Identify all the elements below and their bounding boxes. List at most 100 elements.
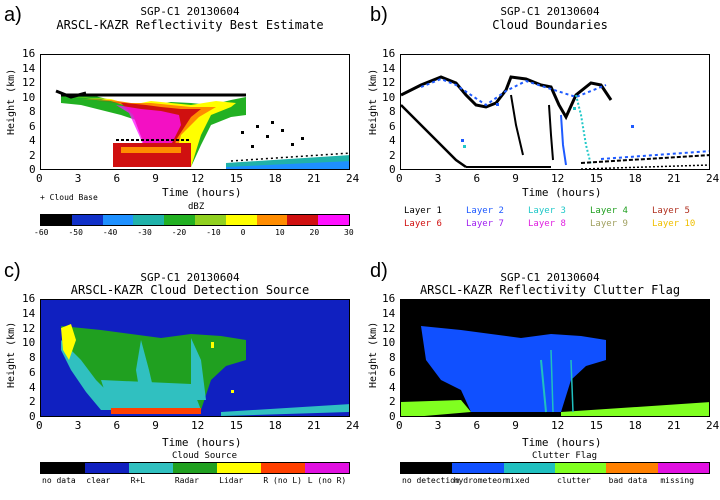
x-tick-label: 12 — [551, 172, 565, 185]
x-tick-label: 21 — [667, 419, 681, 432]
plot-area — [40, 299, 350, 417]
legend-entry: Layer 4 — [590, 206, 628, 216]
colorbar-category: R (no L) — [263, 476, 302, 485]
colorbar-segment — [606, 463, 658, 473]
y-tick-label: 6 — [389, 119, 396, 133]
x-tick-label: 24 — [346, 419, 360, 432]
colorbar-segment — [401, 463, 453, 473]
colorbar-segment — [194, 215, 226, 225]
cloud-source-heatmap — [61, 324, 349, 416]
chart-title: ARSCL-KAZR Cloud Detection Source — [70, 283, 310, 297]
colorbar-category: mixed — [505, 476, 530, 485]
legend-entry: Layer 9 — [590, 219, 628, 229]
y-tick-label: 2 — [389, 395, 396, 409]
x-tick-label: 0 — [396, 419, 403, 432]
colorbar-label: Cloud Source — [172, 451, 238, 461]
colorbar-category: bad data — [608, 476, 648, 485]
colorbar-segment — [41, 463, 85, 473]
x-tick-label: 18 — [268, 172, 282, 185]
y-axis-label: Height (km) — [368, 321, 379, 388]
reflectivity-heatmap — [55, 89, 349, 169]
colorbar — [40, 214, 350, 226]
y-tick-label: 14 — [382, 306, 396, 320]
x-tick-label: 21 — [307, 172, 321, 185]
y-tick-label: 10 — [382, 90, 396, 104]
y-tick-label: 4 — [389, 380, 396, 394]
x-tick-label: 0 — [36, 172, 43, 185]
colorbar-segment — [129, 463, 173, 473]
y-tick-label: 16 — [22, 47, 36, 60]
legend-entry: Layer 3 — [528, 206, 566, 216]
y-tick-label: 16 — [382, 47, 396, 60]
x-axis-label: Time (hours) — [162, 436, 242, 449]
colorbar-label: Clutter Flag — [532, 451, 598, 461]
colorbar-segment — [217, 463, 261, 473]
colorbar-segment — [164, 215, 195, 225]
x-tick-label: 24 — [706, 419, 720, 432]
colorbar-segment — [305, 463, 349, 473]
x-tick-label: 15 — [229, 419, 243, 432]
colorbar-category: L (no R) — [307, 476, 347, 485]
x-tick-label: 18 — [628, 172, 642, 185]
x-tick-label: 15 — [229, 172, 243, 185]
colorbar-tick: -60 — [34, 228, 49, 237]
x-tick-label: 18 — [268, 419, 282, 432]
y-tick-label: 4 — [29, 134, 36, 147]
x-tick-label: 6 — [113, 172, 121, 185]
plot-area — [400, 54, 710, 170]
panel-b: b) SGP-C1 20130604 Cloud Boundaries Heig… — [360, 0, 720, 250]
panel-c: c) SGP-C1 20130604 ARSCL-KAZR Cloud Dete… — [0, 250, 360, 500]
x-tick-label: 3 — [434, 419, 442, 432]
colorbar-tick: -40 — [102, 228, 118, 237]
y-tick-label: 10 — [22, 90, 36, 104]
colorbar-segment — [287, 215, 319, 225]
colorbar-tick: 30 — [344, 228, 354, 237]
colorbar-category: R+L — [130, 476, 146, 485]
colorbar-tick: -30 — [137, 228, 152, 237]
colorbar — [400, 462, 710, 474]
x-tick-label: 15 — [589, 172, 603, 185]
legend-entry: Layer 5 — [652, 206, 690, 216]
y-tick-label: 12 — [382, 76, 396, 89]
colorbar-segment — [173, 463, 217, 473]
site-title: SGP-C1 20130604 — [500, 271, 600, 284]
x-tick-label: 6 — [473, 172, 481, 185]
colorbar-category: clear — [86, 476, 111, 485]
x-tick-label: 3 — [74, 172, 82, 185]
x-axis-label: Time (hours) — [522, 436, 602, 449]
y-tick-label: 10 — [22, 336, 36, 350]
y-axis-label: Height (km) — [6, 321, 17, 388]
plot-area — [400, 299, 710, 417]
x-tick-label: 9 — [152, 172, 159, 185]
legend-entry: Layer 6 — [404, 219, 442, 229]
panel-label: b) — [370, 4, 388, 26]
y-axis-label: Height (km) — [368, 68, 379, 135]
colorbar-category: hydrometeor — [453, 476, 507, 485]
y-tick-label: 14 — [22, 306, 36, 320]
colorbar-category: Radar — [174, 476, 199, 485]
x-tick-label: 18 — [628, 419, 642, 432]
y-tick-label: 14 — [382, 61, 396, 75]
panel-label: c) — [4, 260, 21, 282]
chart-title: ARSCL-KAZR Reflectivity Clutter Flag — [419, 283, 681, 297]
legend-entry: Layer 8 — [528, 219, 566, 229]
colorbar-segment — [41, 215, 72, 225]
colorbar-segment — [102, 215, 134, 225]
colorbar-category: Lidar — [219, 476, 244, 485]
x-tick-label: 9 — [152, 419, 159, 432]
y-tick-label: 10 — [382, 336, 396, 350]
x-tick-label: 0 — [36, 419, 43, 432]
y-tick-label: 0 — [389, 410, 396, 423]
x-axis-label: Time (hours) — [162, 186, 242, 199]
y-tick-label: 6 — [29, 119, 36, 133]
cloud-boundaries-scatter — [401, 75, 709, 169]
x-tick-label: 3 — [74, 419, 82, 432]
legend-entry: Layer 1 — [404, 206, 442, 216]
x-tick-label: 0 — [396, 172, 403, 185]
colorbar-tick: -20 — [171, 228, 187, 237]
x-tick-label: 9 — [512, 419, 519, 432]
y-tick-label: 2 — [29, 148, 36, 162]
site-title: SGP-C1 20130604 — [140, 5, 240, 18]
y-tick-label: 2 — [29, 395, 36, 409]
y-tick-label: 6 — [389, 365, 396, 379]
